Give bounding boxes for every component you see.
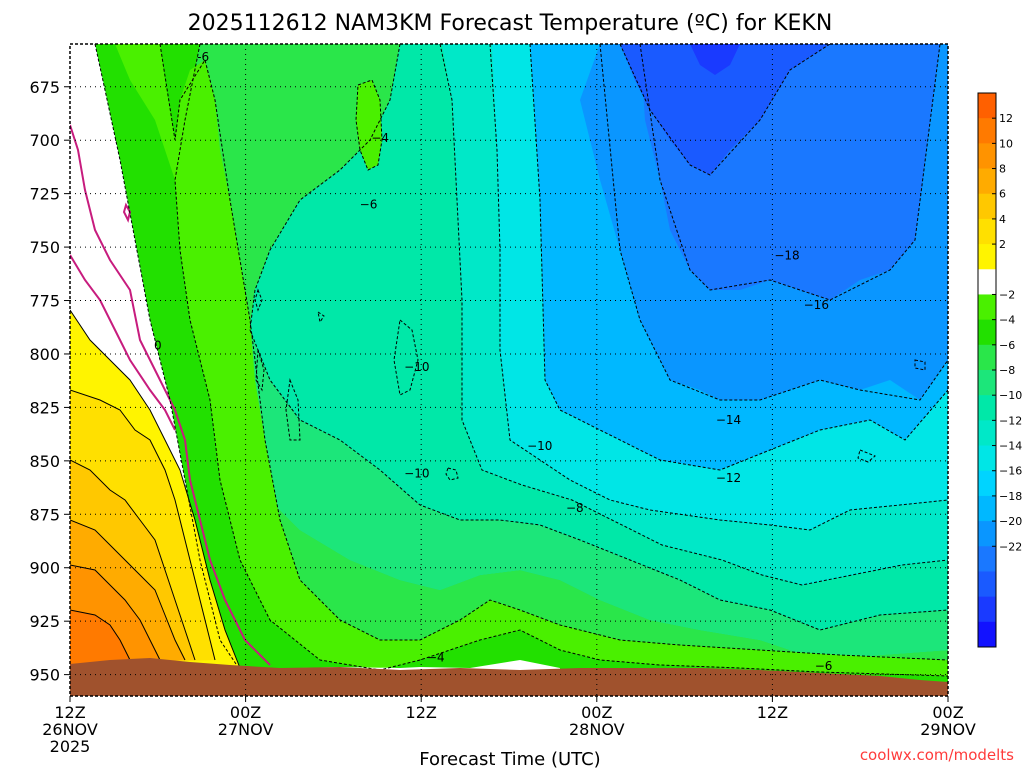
colorbar-label: −22 (999, 540, 1022, 553)
colorbar-band (978, 597, 996, 623)
y-tick-label: 950 (29, 666, 60, 685)
colorbar-label: 2 (999, 238, 1006, 251)
y-tick-label: 925 (29, 612, 60, 631)
contour-label: −12 (716, 471, 741, 485)
x-tick-label: 29NOV (920, 720, 976, 739)
colorbar-label: −8 (999, 364, 1015, 377)
colorbar-label: −12 (999, 414, 1022, 427)
credit-text: coolwx.com/modelts (860, 746, 1014, 764)
colorbar-label: 4 (999, 213, 1006, 226)
contour-label: −10 (404, 360, 429, 374)
x-tick-label: 12Z (757, 703, 788, 722)
colorbar-band (978, 244, 996, 270)
contour-label: −4 (427, 651, 445, 665)
colorbar-band (978, 546, 996, 572)
temperature-field (70, 44, 948, 696)
x-tick-label: 28NOV (569, 720, 625, 739)
colorbar-label: 8 (999, 163, 1006, 176)
contour-label: −14 (716, 413, 741, 427)
contour-label: −16 (804, 298, 829, 312)
colorbar-band (978, 622, 996, 648)
y-tick-label: 700 (29, 131, 60, 150)
colorbar-label: −16 (999, 465, 1022, 478)
colorbar-band (978, 320, 996, 346)
colorbar-band (978, 294, 996, 320)
colorbar-label: 10 (999, 137, 1013, 150)
chart-title: 2025112612 NAM3KM Forecast Temperature (… (188, 11, 833, 36)
y-tick-label: 675 (29, 78, 60, 97)
colorbar-band (978, 93, 996, 119)
colorbar-label: −10 (999, 389, 1022, 402)
y-axis: 675 700 725 750 775 800 825 850 875 900 925 950 (29, 78, 70, 685)
y-tick-label: 875 (29, 505, 60, 524)
y-tick-label: 825 (29, 398, 60, 417)
x-tick-label: 2025 (50, 737, 91, 756)
colorbar-label: 12 (999, 112, 1013, 125)
colorbar-band (978, 269, 996, 295)
y-tick-label: 775 (29, 292, 60, 311)
colorbar-band (978, 118, 996, 144)
colorbar-band (978, 345, 996, 371)
colorbar-band (978, 219, 996, 245)
y-tick-label: 750 (29, 238, 60, 257)
colorbar-band (978, 496, 996, 522)
contour-label: −6 (360, 197, 378, 211)
colorbar-band (978, 571, 996, 597)
colorbar-label: −6 (999, 339, 1015, 352)
colorbar-label: −4 (999, 314, 1015, 327)
contour-label: −6 (815, 659, 833, 673)
y-tick-label: 850 (29, 452, 60, 471)
contour-label: −10 (404, 467, 429, 481)
contour-label: −8 (566, 501, 584, 515)
colorbar-band (978, 420, 996, 446)
colorbar-band (978, 521, 996, 547)
contour-label: −10 (527, 439, 552, 453)
colorbar-label: −14 (999, 440, 1022, 453)
colorbar-band (978, 370, 996, 396)
colorbar-label: −20 (999, 515, 1022, 528)
contour-label: −4 (371, 131, 389, 145)
x-tick-label: 12Z (406, 703, 437, 722)
colorbar-band (978, 395, 996, 421)
contour-label: -6 (197, 50, 209, 64)
colorbar-label: −2 (999, 288, 1015, 301)
colorbar-label: 6 (999, 188, 1006, 201)
colorbar-band (978, 194, 996, 220)
colorbar-band (978, 471, 996, 497)
x-axis-label: Forecast Time (UTC) (419, 749, 600, 768)
contour-label: 0 (154, 338, 162, 352)
x-tick-label: 27NOV (218, 720, 274, 739)
colorbar: 12 10 8 6 4 2 −2 −4 −6 −8 −10 −12 −14 −16 −18 −20 −22 (978, 93, 1022, 648)
y-tick-label: 800 (29, 345, 60, 364)
colorbar-band (978, 169, 996, 195)
y-tick-label: 725 (29, 185, 60, 204)
y-tick-label: 900 (29, 559, 60, 578)
colorbar-label: −18 (999, 490, 1022, 503)
contour-label: −18 (774, 249, 799, 263)
colorbar-band (978, 446, 996, 472)
colorbar-band (978, 143, 996, 169)
